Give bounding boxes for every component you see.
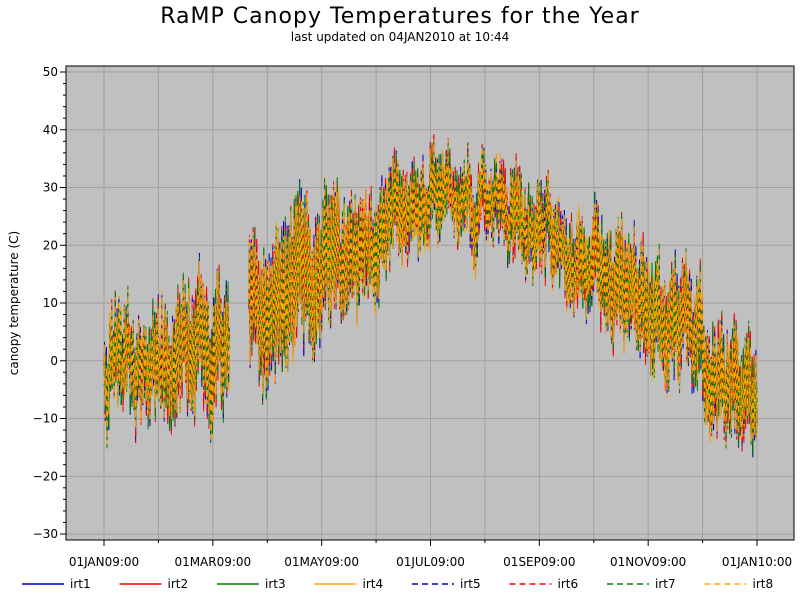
y-tick-label: 40	[43, 123, 58, 137]
x-tick-label: 01MAY09:00	[284, 555, 359, 569]
x-tick-label: 01JAN09:00	[69, 555, 139, 569]
x-tick-label: 01NOV09:00	[610, 555, 686, 569]
x-tick-label: 01JAN10:00	[722, 555, 792, 569]
chart-title: RaMP Canopy Temperatures for the Year	[160, 4, 640, 29]
legend-label-irt5: irt5	[460, 577, 481, 591]
legend: irt1 irt2 irt3 irt4 irt5 irt6 irt7 irt8	[22, 577, 773, 591]
y-tick-label: 0	[50, 354, 58, 368]
axes: −30 −20 −10 0 10 20 30 40 50 01JAN09:00 01MAR09:00…	[33, 65, 793, 569]
y-tick-label: 50	[43, 65, 58, 79]
x-tick-label: 01MAR09:00	[174, 555, 251, 569]
legend-label-irt2: irt2	[168, 577, 189, 591]
y-axis-label: canopy temperature (C)	[7, 231, 21, 375]
legend-label-irt8: irt8	[753, 577, 774, 591]
series-line-irt8	[103, 260, 230, 448]
y-tick-label: 20	[43, 238, 58, 252]
legend-label-irt4: irt4	[363, 577, 384, 591]
y-tick-label: 10	[43, 296, 58, 310]
y-tick-label: 30	[43, 181, 58, 195]
legend-label-irt6: irt6	[558, 577, 579, 591]
legend-label-irt7: irt7	[655, 577, 676, 591]
series-line-irt8	[248, 138, 758, 444]
y-tick-label: −10	[33, 412, 58, 426]
y-tick-label: −30	[33, 527, 58, 541]
x-tick-label: 01SEP09:00	[503, 555, 575, 569]
y-tick-label: −20	[33, 469, 58, 483]
chart-subtitle: last updated on 04JAN2010 at 10:44	[290, 30, 510, 44]
legend-label-irt3: irt3	[265, 577, 286, 591]
series-layer	[103, 133, 758, 458]
x-tick-label: 01JUL09:00	[396, 555, 465, 569]
legend-label-irt1: irt1	[70, 577, 91, 591]
